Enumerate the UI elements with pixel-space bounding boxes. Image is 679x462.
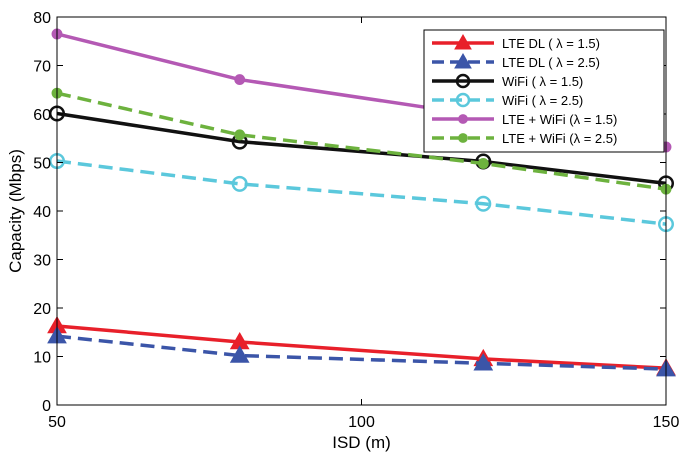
legend: LTE DL ( λ = 1.5) LTE DL ( λ = 2.5) WiFi (… — [423, 29, 665, 153]
y-tick-label: 70 — [33, 59, 51, 76]
legend-label: LTE + WiFi (λ = 2.5) — [502, 131, 617, 146]
series-6 — [51, 87, 672, 195]
y-tick-label: 20 — [33, 301, 51, 318]
legend-entry: LTE + WiFi (λ = 2.5) — [432, 131, 617, 146]
series-line — [56, 159, 667, 226]
series-4 — [49, 153, 674, 233]
data-point-marker — [458, 114, 468, 124]
data-point-marker — [477, 158, 489, 169]
legend-label: LTE DL ( λ = 1.5) — [502, 36, 600, 51]
data-point-marker — [455, 73, 471, 89]
series-line — [56, 324, 667, 370]
legend-entry: LTE DL ( λ = 2.5) — [432, 52, 600, 70]
series-line — [56, 111, 667, 186]
legend-entry: LTE + WiFi (λ = 1.5) — [432, 112, 617, 127]
data-point-marker — [454, 33, 472, 50]
data-point-marker — [234, 129, 246, 141]
axis-ticks: 0 10 20 30 40 50 60 70 80 50 100 150 — [33, 10, 679, 431]
y-tick-label: 80 — [33, 10, 51, 27]
legend-entry: WiFi ( λ = 1.5) — [432, 73, 583, 89]
data-point-marker — [231, 175, 248, 192]
x-tick-label: 100 — [348, 414, 375, 431]
legend-label: WiFi ( λ = 2.5) — [502, 93, 583, 108]
legend-label: WiFi ( λ = 1.5) — [502, 74, 583, 89]
data-point-marker — [234, 74, 246, 86]
data-point-marker — [473, 353, 494, 371]
legend-entry: WiFi ( λ = 2.5) — [432, 92, 583, 108]
x-axis-label: ISD (m) — [332, 433, 391, 452]
x-tick-label: 50 — [48, 414, 66, 431]
legend-label: LTE DL ( λ = 2.5) — [502, 55, 600, 70]
legend-label: LTE + WiFi (λ = 1.5) — [502, 112, 617, 127]
y-tick-label: 0 — [42, 398, 51, 415]
data-point-marker — [475, 195, 492, 212]
series-line — [56, 91, 667, 191]
legend-box — [423, 29, 665, 153]
data-point-marker — [229, 345, 250, 363]
y-tick-label: 10 — [33, 350, 51, 367]
data-point-marker — [455, 92, 471, 108]
y-tick-label: 30 — [33, 253, 51, 270]
series-line — [56, 334, 667, 371]
x-tick-label: 150 — [653, 414, 679, 431]
y-axis-label: Capacity (Mbps) — [6, 149, 25, 273]
plot-series — [47, 28, 676, 377]
data-point-marker — [454, 52, 472, 69]
y-tick-label: 50 — [33, 156, 51, 173]
legend-entry: LTE DL ( λ = 1.5) — [432, 33, 600, 51]
y-tick-label: 60 — [33, 107, 51, 124]
y-tick-label: 40 — [33, 204, 51, 221]
data-point-marker — [458, 133, 468, 143]
